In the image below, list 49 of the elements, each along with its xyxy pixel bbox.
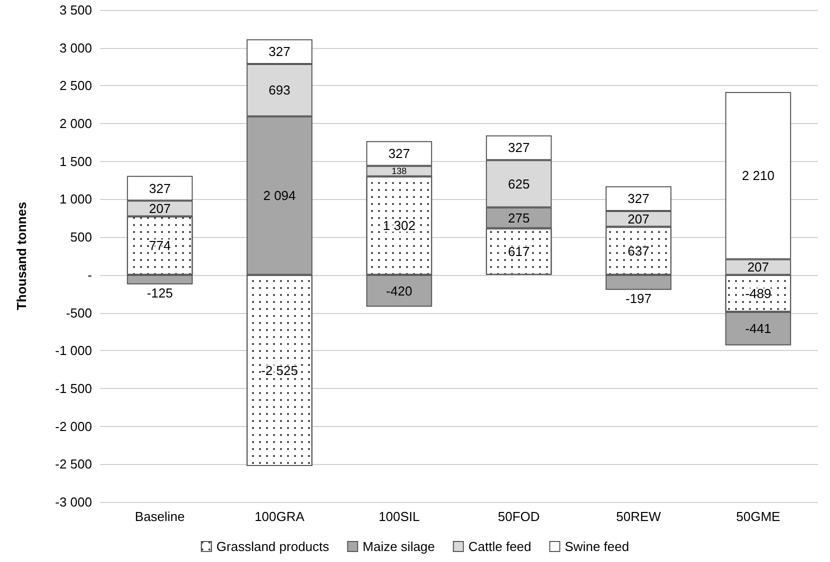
y-tick-label: 2 000 bbox=[59, 116, 92, 132]
x-tick-label: 100SIL bbox=[378, 509, 420, 524]
data-label: 327 bbox=[148, 180, 171, 196]
data-label: 774 bbox=[148, 238, 171, 254]
legend-label: Swine feed bbox=[564, 539, 630, 554]
data-label: -441 bbox=[745, 321, 772, 336]
data-label: 2 094 bbox=[263, 188, 296, 204]
y-tick-label: -500 bbox=[66, 305, 92, 320]
y-tick-label: 1 500 bbox=[59, 154, 92, 169]
data-label: 138 bbox=[392, 166, 407, 176]
data-label: -489 bbox=[745, 286, 772, 301]
y-tick-label: 3 500 bbox=[59, 2, 92, 18]
legend-label: Cattle feed bbox=[468, 539, 532, 554]
data-label: 1 302 bbox=[382, 218, 416, 234]
legend-label: Maize silage bbox=[362, 539, 435, 554]
legend-label: Grassland products bbox=[216, 539, 330, 554]
x-tick-label: 50GME bbox=[736, 509, 781, 524]
x-tick-label: 50REW bbox=[616, 509, 662, 524]
y-tick-label: -3 000 bbox=[55, 494, 92, 510]
data-label: 327 bbox=[628, 191, 650, 206]
data-label: -125 bbox=[146, 285, 173, 300]
data-label: 693 bbox=[268, 82, 290, 98]
data-label: 327 bbox=[388, 146, 410, 162]
y-tick-label: - bbox=[88, 267, 92, 282]
y-tick-label: 500 bbox=[70, 230, 92, 245]
data-label: 617 bbox=[508, 244, 530, 260]
y-tick-label: 1 000 bbox=[59, 192, 92, 207]
data-label: 2 210 bbox=[742, 168, 774, 184]
y-tick-label: -1 500 bbox=[55, 380, 92, 396]
y-tick-label: -2 000 bbox=[55, 418, 92, 434]
y-axis-title: Thousand tonnes bbox=[14, 202, 29, 310]
y-tick-label: -1 000 bbox=[55, 343, 92, 358]
y-tick-label: -2 500 bbox=[55, 456, 92, 472]
data-label: 207 bbox=[628, 211, 650, 226]
y-tick-label: 3 000 bbox=[59, 40, 92, 56]
x-tick-label: 50FOD bbox=[498, 509, 540, 524]
x-tick-label: 100GRA bbox=[254, 509, 305, 524]
data-label: 625 bbox=[508, 176, 530, 192]
data-label: 327 bbox=[268, 44, 290, 60]
x-tick-label: Baseline bbox=[134, 509, 185, 524]
data-label: -197 bbox=[625, 290, 652, 306]
data-label: 275 bbox=[508, 210, 530, 226]
data-label: 207 bbox=[148, 201, 171, 216]
y-tick-label: 2 500 bbox=[59, 78, 92, 94]
data-label: -420 bbox=[386, 283, 412, 298]
data-label: 327 bbox=[508, 140, 530, 156]
data-label: -2 525 bbox=[261, 362, 298, 378]
data-label: 637 bbox=[628, 243, 650, 258]
data-label: 207 bbox=[747, 260, 770, 275]
